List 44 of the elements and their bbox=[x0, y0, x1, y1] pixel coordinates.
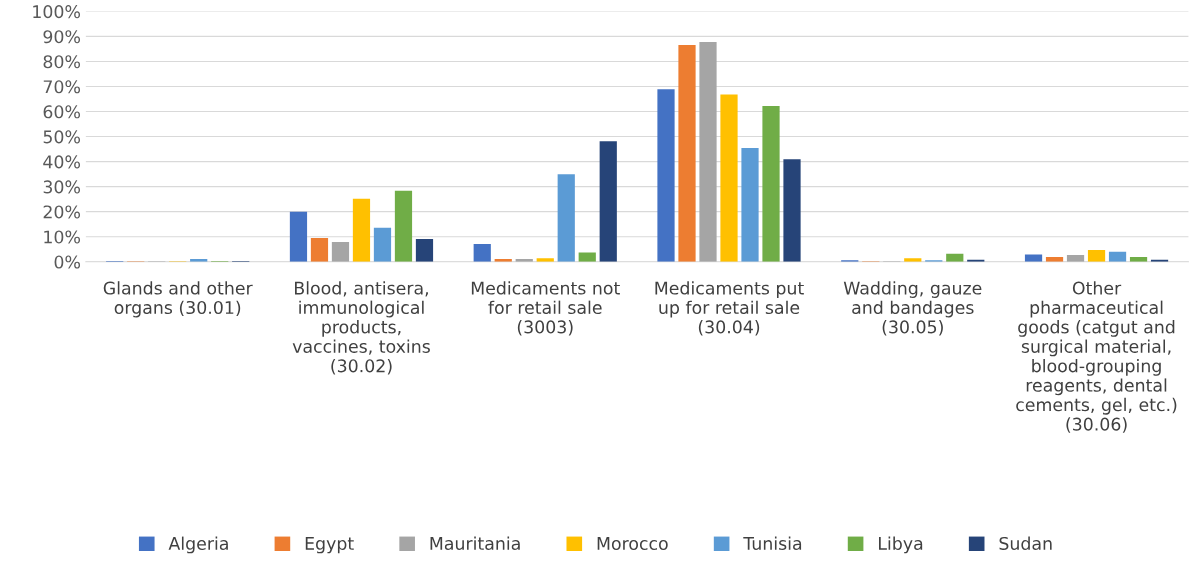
bar bbox=[415, 238, 434, 262]
x-tick-label: Blood, antisera, immunological products, vaccines, toxins (30.02) bbox=[292, 281, 430, 375]
bar bbox=[394, 190, 413, 262]
bar bbox=[310, 237, 329, 262]
legend-label: Sudan bbox=[999, 536, 1052, 551]
y-tick-label: 80% bbox=[43, 55, 80, 69]
y-tick-label: 10% bbox=[44, 230, 80, 244]
bar bbox=[1024, 254, 1043, 262]
legend-label: Libya bbox=[879, 536, 923, 554]
bar bbox=[762, 106, 780, 262]
legend-label: Tunisia bbox=[743, 536, 802, 551]
y-tick-label: 30% bbox=[43, 180, 80, 194]
legend-label: Algeria bbox=[168, 536, 228, 554]
legend-label: Egypt bbox=[305, 537, 354, 554]
x-tick-label: Medicaments put up for retail sale (30.04) bbox=[655, 281, 804, 336]
y-tick-label: 60% bbox=[43, 105, 80, 119]
bar bbox=[557, 174, 575, 262]
x-tick-label: Medicaments not for retail sale (3003) bbox=[471, 281, 620, 336]
y-tick-label: 90% bbox=[43, 30, 80, 44]
bar bbox=[578, 252, 596, 262]
bar bbox=[331, 241, 350, 262]
y-tick-label: 0% bbox=[54, 255, 80, 269]
y-tick-label: 70% bbox=[43, 80, 80, 94]
legend-label: Morocco bbox=[597, 537, 668, 551]
y-tick-label: 100% bbox=[33, 5, 80, 19]
bar bbox=[657, 89, 675, 262]
bar bbox=[289, 211, 308, 262]
y-tick-label: 40% bbox=[43, 155, 80, 169]
bar bbox=[741, 148, 759, 262]
bar bbox=[1087, 249, 1106, 262]
x-tick-label: Glands and other organs (30.01) bbox=[103, 281, 253, 318]
y-tick-label: 20% bbox=[43, 205, 80, 219]
bar bbox=[352, 198, 371, 262]
y-tick-label: 50% bbox=[43, 130, 80, 144]
bar bbox=[599, 141, 617, 262]
bar bbox=[783, 159, 801, 262]
bar bbox=[699, 41, 717, 262]
bar bbox=[678, 44, 696, 262]
bar bbox=[373, 227, 392, 262]
bar bbox=[473, 243, 491, 262]
legend-label: Mauritania bbox=[430, 536, 520, 551]
bar bbox=[720, 94, 738, 262]
x-tick-label: Wadding, gauze and bandages (30.05) bbox=[843, 281, 982, 336]
x-tick-label: Other pharmaceutical goods (catgut and surgical material, blood-grouping reagents, dental cements, gel, etc.) (30.06) bbox=[1016, 281, 1177, 433]
